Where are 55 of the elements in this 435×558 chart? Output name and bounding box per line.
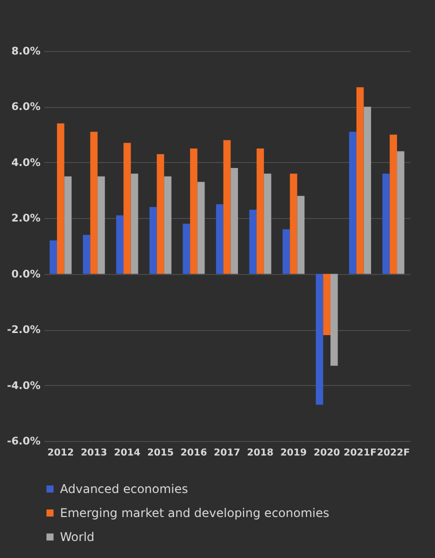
legend-label: Advanced economies (60, 482, 188, 496)
bar (390, 134, 398, 274)
bar (182, 224, 190, 274)
bar (356, 87, 364, 274)
bar (316, 274, 324, 405)
y-tick-label: -4.0% (7, 380, 41, 392)
bar (98, 176, 105, 274)
y-tick-label: -6.0% (7, 436, 41, 448)
bar (249, 210, 257, 274)
bar (282, 229, 290, 274)
bar (124, 142, 131, 274)
x-tick-label: 2012 (47, 448, 74, 458)
bar (164, 176, 172, 274)
bar (364, 106, 372, 274)
bar (149, 207, 157, 274)
bar (190, 148, 198, 274)
bar (56, 123, 64, 274)
y-tick-label: 2.0% (11, 212, 41, 225)
x-tick-label: 2013 (80, 448, 108, 458)
bar (82, 234, 90, 274)
x-tick-label: 2020 (314, 448, 340, 458)
y-tick-label: 0.0% (11, 268, 41, 280)
bar (323, 274, 330, 336)
bar (130, 174, 138, 274)
bar (290, 174, 298, 274)
bar (116, 215, 124, 274)
y-tick-label: -2.0% (7, 324, 41, 336)
bar (382, 174, 390, 274)
bar (223, 140, 231, 274)
bar (397, 151, 404, 274)
legend-label: World (60, 530, 94, 544)
x-tick-label: 2022F (376, 448, 410, 458)
bar (330, 274, 338, 366)
bar (64, 176, 72, 274)
x-tick-label: 2014 (114, 448, 141, 458)
x-tick-label: 2021F (344, 448, 377, 458)
bar (50, 240, 57, 274)
bar (216, 204, 224, 274)
x-tick-label: 2016 (180, 448, 208, 458)
bar (297, 196, 305, 274)
x-tick-label: 2019 (280, 448, 307, 458)
y-tick-label: 4.0% (11, 156, 41, 169)
y-tick-label: 8.0% (11, 46, 41, 58)
bar (156, 154, 164, 274)
bar (197, 182, 205, 274)
y-tick-label: 6.0% (11, 101, 41, 114)
x-tick-label: 2017 (214, 448, 240, 458)
legend-label: Emerging market and developing economies (60, 506, 330, 520)
x-tick-label: 2018 (247, 448, 274, 458)
bar (90, 132, 98, 274)
bar (349, 132, 356, 274)
bar (230, 168, 238, 274)
bar (264, 174, 272, 274)
bar (256, 148, 264, 274)
x-tick-label: 2015 (147, 448, 174, 458)
